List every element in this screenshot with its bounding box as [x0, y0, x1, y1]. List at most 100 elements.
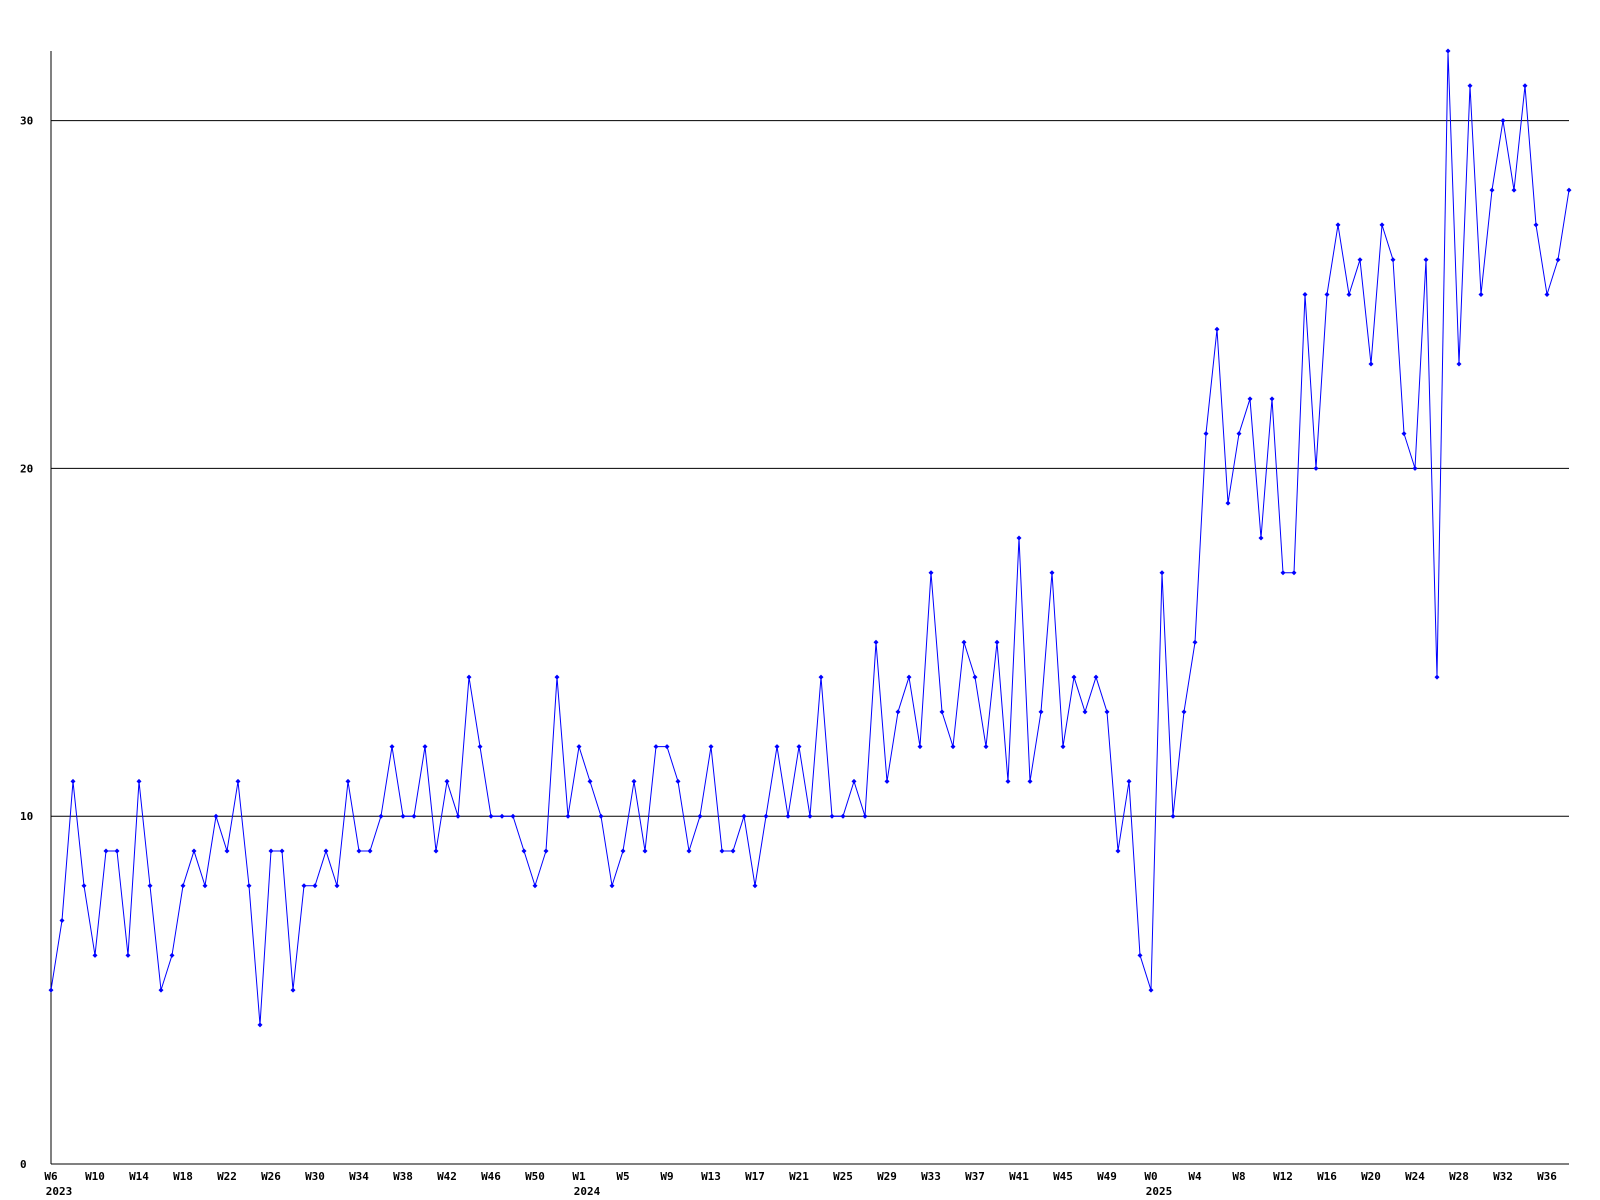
data-point: [378, 813, 384, 819]
data-point: [1401, 431, 1407, 437]
data-point: [433, 848, 439, 854]
data-point: [301, 883, 307, 889]
data-point: [609, 883, 615, 889]
y-tick-label: 30: [20, 115, 33, 128]
data-point: [1203, 431, 1209, 437]
x-tick-label: W50: [525, 1170, 545, 1183]
data-point: [829, 813, 835, 819]
data-point: [510, 813, 516, 819]
data-point: [1533, 222, 1539, 228]
x-tick-label: W9: [660, 1170, 673, 1183]
data-point: [1291, 570, 1297, 576]
data-point: [774, 744, 780, 750]
data-point: [1368, 361, 1374, 367]
data-point: [851, 778, 857, 784]
x-tick-label: W25: [833, 1170, 853, 1183]
data-point: [1511, 187, 1517, 193]
data-point: [1324, 291, 1330, 297]
data-point: [235, 778, 241, 784]
data-point: [279, 848, 285, 854]
data-point: [103, 848, 109, 854]
data-point: [1148, 987, 1154, 993]
x-tick-label: W4: [1188, 1170, 1202, 1183]
x-tick-label: W24: [1405, 1170, 1425, 1183]
x-tick-label: W36: [1537, 1170, 1557, 1183]
data-point: [664, 744, 670, 750]
data-point: [1346, 291, 1352, 297]
data-point: [1423, 257, 1429, 263]
x-tick-label: W17: [745, 1170, 765, 1183]
x-tick-label: W21: [789, 1170, 809, 1183]
data-point: [939, 709, 945, 715]
data-point: [334, 883, 340, 889]
data-point: [70, 778, 76, 784]
data-point: [169, 952, 175, 958]
data-point: [411, 813, 417, 819]
data-point: [422, 744, 428, 750]
data-point: [257, 1022, 263, 1028]
data-point: [136, 778, 142, 784]
data-point: [1214, 326, 1220, 332]
data-point: [642, 848, 648, 854]
data-point: [1456, 361, 1462, 367]
data-point: [994, 639, 1000, 645]
data-point: [1544, 291, 1550, 297]
data-point: [1104, 709, 1110, 715]
data-point: [1115, 848, 1121, 854]
data-point: [1390, 257, 1396, 263]
data-point: [92, 952, 98, 958]
x-tick-label: W41: [1009, 1170, 1029, 1183]
data-point: [950, 744, 956, 750]
data-point: [345, 778, 351, 784]
data-point: [180, 883, 186, 889]
x-tick-label: W13: [701, 1170, 721, 1183]
data-point: [1522, 83, 1528, 89]
data-point: [1412, 465, 1418, 471]
data-point: [961, 639, 967, 645]
data-point: [1280, 570, 1286, 576]
data-point: [862, 813, 868, 819]
data-point: [1060, 744, 1066, 750]
x-tick-label: W38: [393, 1170, 413, 1183]
data-point: [1434, 674, 1440, 680]
data-point: [719, 848, 725, 854]
data-point: [466, 674, 472, 680]
data-point: [620, 848, 626, 854]
data-point: [1566, 187, 1572, 193]
data-point: [1445, 48, 1451, 54]
data-point: [1489, 187, 1495, 193]
x-tick-label: W34: [349, 1170, 369, 1183]
x-tick-label: W30: [305, 1170, 325, 1183]
data-point: [158, 987, 164, 993]
data-point: [191, 848, 197, 854]
data-point: [675, 778, 681, 784]
x-tick-label: W16: [1317, 1170, 1337, 1183]
data-point: [1082, 709, 1088, 715]
x-tick-label: W14: [129, 1170, 149, 1183]
x-tick-label: W20: [1361, 1170, 1381, 1183]
data-point: [389, 744, 395, 750]
data-point: [730, 848, 736, 854]
x-tick-label: W37: [965, 1170, 985, 1183]
x-tick-label: W32: [1493, 1170, 1513, 1183]
data-point: [587, 778, 593, 784]
data-point: [1137, 952, 1143, 958]
data-point: [147, 883, 153, 889]
data-point: [598, 813, 604, 819]
x-year-label: 2025: [1146, 1185, 1173, 1198]
x-tick-label: W5: [616, 1170, 629, 1183]
data-point: [224, 848, 230, 854]
data-point: [477, 744, 483, 750]
data-point: [1555, 257, 1561, 263]
data-point: [1269, 396, 1275, 402]
data-point: [1181, 709, 1187, 715]
data-point: [686, 848, 692, 854]
data-point: [367, 848, 373, 854]
data-point: [1379, 222, 1385, 228]
data-point: [59, 918, 65, 924]
data-point: [1005, 778, 1011, 784]
data-point: [356, 848, 362, 854]
data-point: [488, 813, 494, 819]
data-point: [1016, 535, 1022, 541]
data-point: [290, 987, 296, 993]
